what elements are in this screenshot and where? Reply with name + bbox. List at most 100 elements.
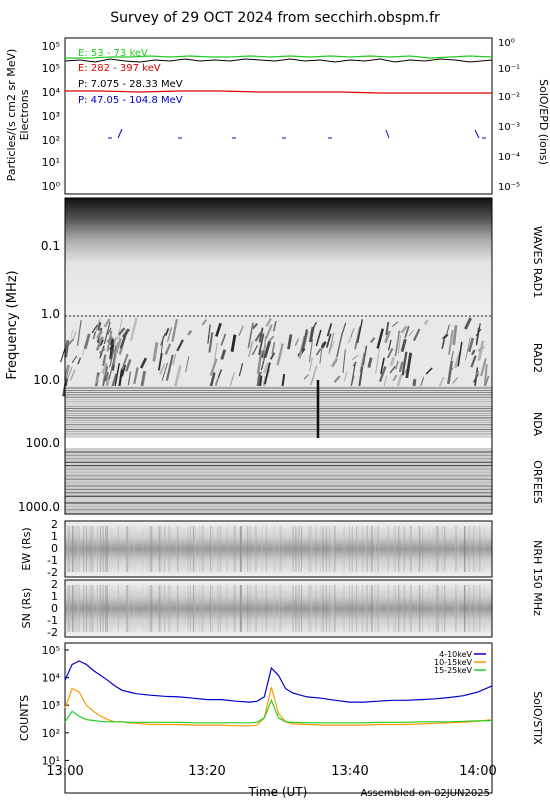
nrh-stripe-group — [64, 526, 485, 632]
rad2-burst — [238, 362, 244, 377]
stix-lines — [64, 660, 493, 727]
rad2-burst — [258, 327, 264, 343]
epd-legend-blue: P: 47.05 - 104.8 MeV — [78, 95, 183, 106]
rad2-burst — [294, 338, 300, 347]
rad2-burst — [107, 327, 112, 335]
rad2-burst — [308, 339, 314, 363]
rad2-burst — [376, 328, 384, 349]
rad2-burst — [276, 343, 284, 366]
rad2-burst — [172, 353, 177, 365]
stix-series-line — [64, 660, 493, 703]
rad2-burst — [397, 335, 402, 354]
epd-ytick: 10⁵ — [42, 40, 60, 53]
rad2-burst — [320, 341, 327, 349]
rad2-burst — [335, 331, 344, 358]
orfees-line-group — [65, 451, 492, 511]
epd-ytick: 10³ — [42, 110, 60, 123]
rad2-burst — [386, 348, 394, 359]
rad2-burst — [77, 357, 82, 365]
rad2-burst — [367, 357, 373, 368]
nrh-sn-ytick: 1 — [51, 590, 58, 603]
rad2-burst — [441, 339, 446, 349]
rad2-burst — [129, 317, 138, 341]
stix-legend-label: 4-10keV — [439, 650, 472, 659]
rad2-burst — [448, 330, 454, 355]
rad2-burst — [83, 333, 91, 350]
epd-ytick: 10¹ — [42, 156, 60, 169]
rad2-burst — [354, 326, 362, 350]
rad2-burst — [301, 329, 308, 353]
rad2-burst — [272, 321, 277, 332]
assembled-note: Assembled on 02JUN2025 — [360, 788, 490, 799]
nrh-ew-ytick: -1 — [47, 554, 58, 567]
radio-ytick: 1.0 — [41, 307, 60, 321]
rad2-burst — [256, 349, 263, 374]
stix-ytick: 10⁵ — [42, 644, 60, 657]
rad2-burst — [95, 336, 104, 351]
xtick-label: 13:20 — [188, 764, 225, 779]
radio-panel: 0.1 1.0 10.0 100.0 1000.0 Frequency (MHz… — [5, 197, 544, 515]
rad2-burst — [389, 356, 396, 367]
nrh-ew-ytick: 0 — [51, 542, 58, 555]
rad2-burst — [310, 365, 318, 386]
rad2-burst — [66, 338, 74, 347]
rad2-burst — [265, 317, 272, 327]
rad2-burst — [166, 327, 173, 342]
rad2-burst — [452, 325, 458, 346]
nrh-ew-label: EW (Rs) — [20, 527, 33, 570]
rad2-burst — [263, 362, 271, 385]
rad2-burst — [152, 342, 159, 362]
stix-ytick: 10² — [42, 727, 60, 740]
rad2-burst — [133, 367, 139, 385]
rad2-burst — [477, 340, 485, 361]
rad2-burst — [106, 335, 113, 343]
rad2-burst — [98, 347, 106, 355]
epd-blue-mark — [474, 129, 480, 139]
radio-ytick: 10.0 — [33, 373, 60, 387]
x-axis-label: Time (UT) — [248, 785, 308, 799]
stix-legend: 4-10keV 10-15keV 15-25keV — [434, 650, 486, 675]
rad2-burst — [173, 365, 182, 389]
rad2-burst — [103, 318, 111, 328]
rad2-burst — [328, 332, 335, 354]
rad2-burst — [97, 321, 102, 331]
rad2-burst — [475, 370, 480, 376]
rad2-burst — [369, 337, 376, 344]
rad2-burst — [457, 341, 463, 367]
rad2-burst — [477, 345, 485, 353]
rad2-burst — [164, 343, 172, 355]
rad2-burst — [117, 327, 126, 336]
rad2-burst — [258, 333, 265, 355]
rad2-burst — [452, 376, 459, 384]
rad2-burst — [99, 339, 104, 346]
rad2-burst — [303, 374, 309, 380]
epd-ytick: 10² — [42, 134, 60, 147]
stix-ytick: 10¹ — [42, 754, 60, 767]
rad2-burst — [362, 345, 368, 366]
rad2-burst — [215, 322, 222, 337]
rad2-burst — [257, 371, 263, 379]
nrh-ew-ytick: 1 — [51, 530, 58, 543]
epd-legend-red: E: 282 - 397 keV — [78, 63, 161, 74]
rad2-burst — [315, 329, 322, 347]
nda-spectrogram — [65, 386, 492, 438]
radio-ytick: 0.1 — [41, 239, 60, 253]
epd-left-ticks: 10⁵ 10⁵ 10⁴ 10³ 10² 10¹ 10⁰ — [42, 40, 61, 193]
rad2-burst — [106, 330, 113, 352]
rad2-burst — [475, 327, 480, 345]
rad2-burst — [114, 337, 122, 354]
rad2-burst — [378, 366, 387, 382]
radio-ylabel: Frequency (MHz) — [5, 270, 20, 379]
rad2-burst — [445, 324, 450, 338]
rad2-burst — [483, 364, 488, 389]
epd-curve-black — [64, 58, 493, 63]
rad2-burst — [394, 330, 401, 357]
rad2-burst — [157, 352, 163, 371]
figure-title: Survey of 29 OCT 2024 from secchirh.obsp… — [110, 10, 440, 26]
rad2-burst — [398, 361, 404, 373]
rad2-burst — [330, 357, 339, 368]
epd-ylabel-electrons: Electrons — [18, 89, 31, 140]
epd-ylabel: Particles/(s cm2 sr MeV) — [5, 49, 18, 182]
rad2-burst — [473, 373, 480, 383]
